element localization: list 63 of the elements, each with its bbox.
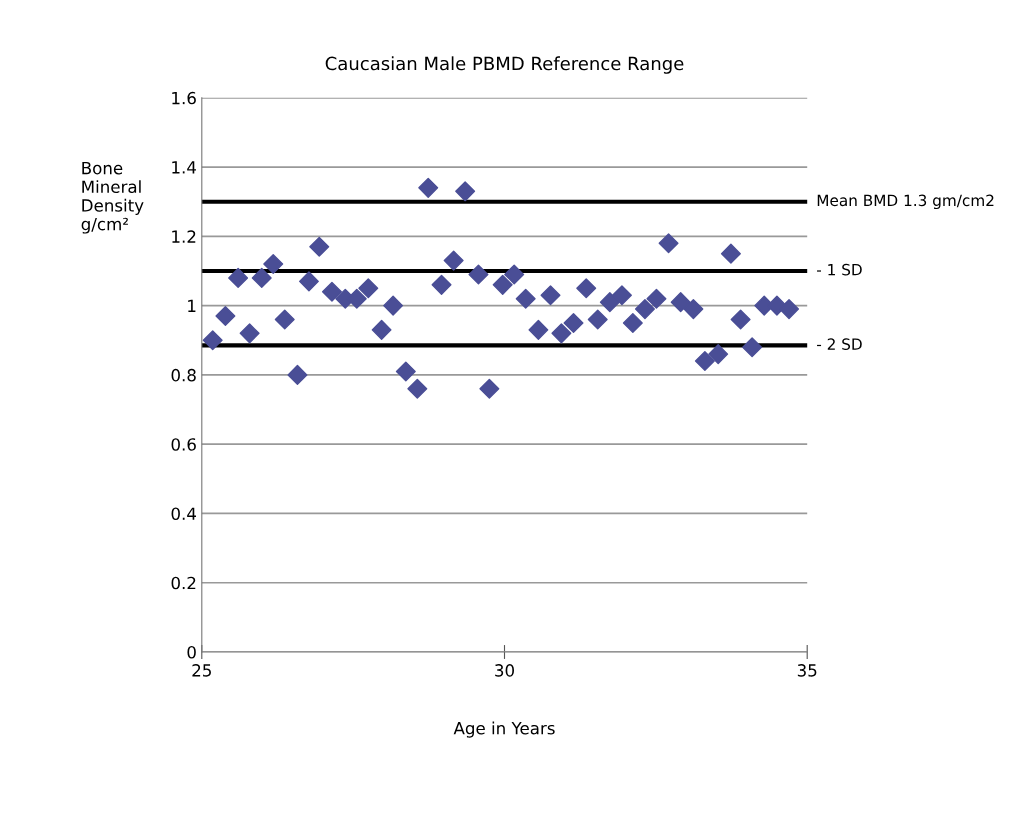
point [418, 177, 439, 198]
point [263, 254, 284, 275]
y-tick-label: 1.6 [172, 91, 196, 105]
point [395, 361, 416, 382]
point [670, 292, 691, 313]
y-tick-label: 1 [188, 299, 196, 312]
point [528, 319, 549, 340]
point [658, 233, 679, 254]
point [694, 351, 715, 372]
point [515, 288, 536, 309]
point [309, 236, 330, 257]
point [587, 309, 608, 330]
point [202, 330, 223, 351]
y-tick-label: 1.2 [172, 230, 196, 243]
point [576, 278, 597, 299]
y-tick-label: 0 [187, 645, 196, 659]
point [239, 323, 260, 344]
point [443, 250, 464, 271]
point [321, 281, 342, 302]
point [551, 323, 572, 344]
y-axis-title: Bone Mineral Density g/cm² [81, 162, 144, 234]
ref-line-label: Mean BMD 1.3 gm/cm2 [817, 194, 994, 210]
point [540, 285, 561, 306]
y-tick-label: 0.6 [171, 438, 196, 451]
point [455, 181, 476, 202]
point [383, 295, 404, 316]
ref-line-label: - 1 SD [817, 263, 862, 276]
point [371, 319, 392, 340]
point [407, 378, 428, 399]
point [730, 309, 751, 330]
ref-line-label: - 2 SD [817, 338, 862, 350]
point [742, 337, 763, 358]
y-tick-label: 0.8 [171, 368, 196, 382]
y-tick-label: 0.4 [171, 507, 196, 521]
point [298, 271, 319, 292]
y-tick-label: 0.2 [171, 576, 196, 590]
x-tick-label: 35 [797, 664, 817, 677]
point [287, 364, 308, 385]
point [228, 267, 249, 288]
point [504, 264, 525, 285]
point [358, 278, 379, 299]
point [251, 267, 272, 288]
point [611, 285, 632, 306]
point [274, 309, 295, 330]
point [468, 264, 489, 285]
point [646, 288, 667, 309]
x-tick-label: 25 [192, 664, 211, 677]
point [683, 299, 704, 320]
point [479, 378, 500, 399]
point [622, 312, 643, 333]
point [492, 274, 513, 295]
point [599, 292, 620, 313]
point [563, 312, 584, 333]
x-axis-title: Age in Years [453, 721, 555, 738]
point [720, 243, 741, 264]
point [431, 274, 452, 295]
point [215, 306, 236, 327]
chart-title: Caucasian Male PBMD Reference Range [325, 56, 684, 74]
point [634, 299, 655, 320]
y-tick-label: 1.4 [172, 161, 196, 174]
point [779, 299, 800, 320]
point [708, 344, 729, 365]
x-tick-label: 30 [495, 664, 514, 677]
